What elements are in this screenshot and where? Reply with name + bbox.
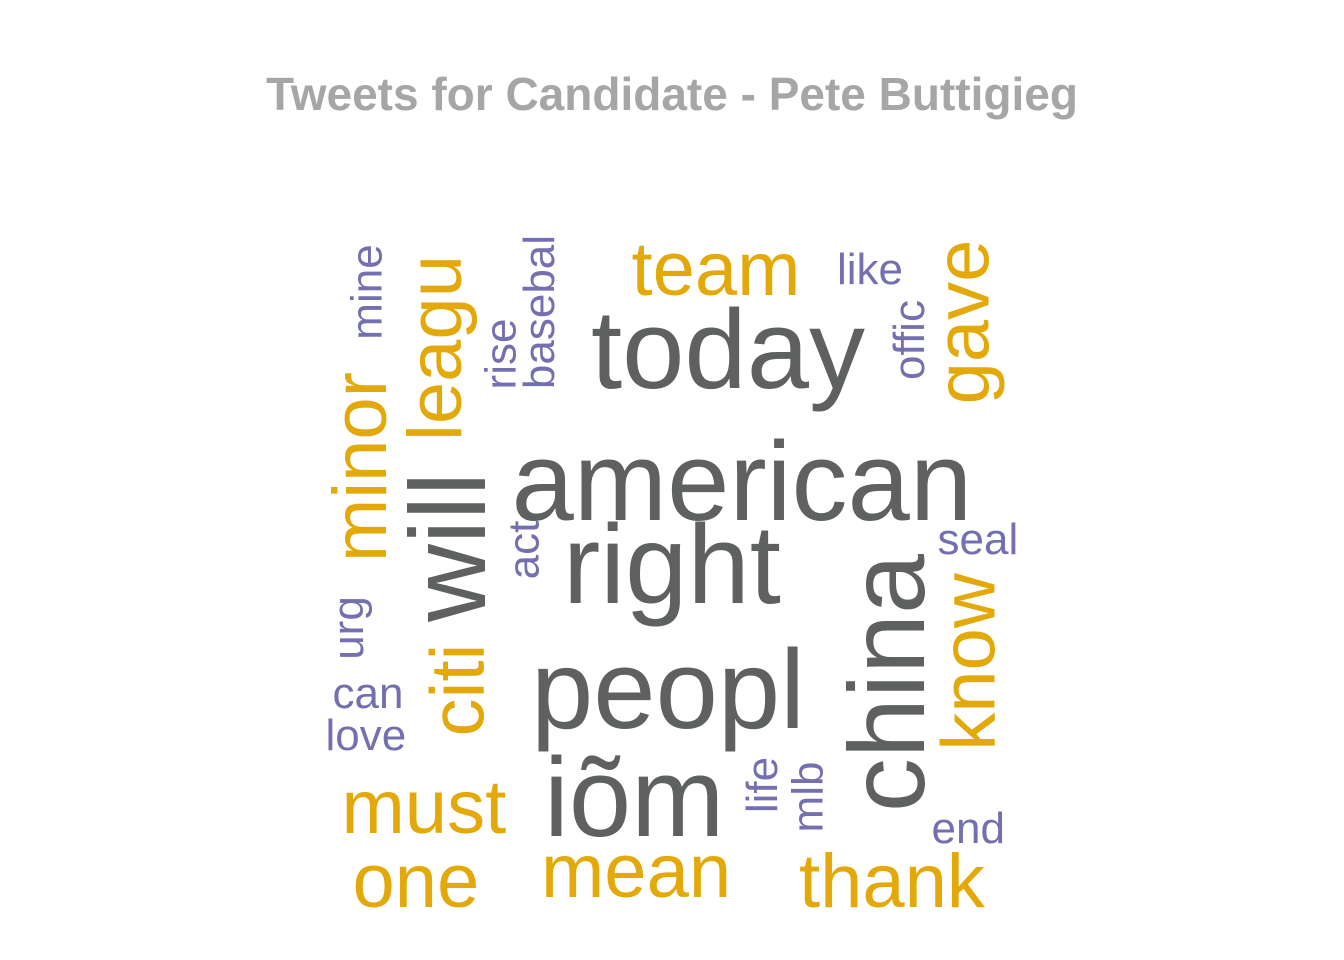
word-american: american (511, 419, 973, 544)
word-life: life (738, 756, 788, 814)
word-china: china (826, 553, 948, 813)
word-must: must (341, 765, 507, 850)
word-citi: citi (414, 643, 500, 737)
word-offic: offic (884, 300, 934, 380)
word-seal: seal (937, 515, 1019, 564)
word-thank: thank (799, 839, 985, 924)
word-minor: minor (318, 371, 404, 563)
word-leagu: leagu (392, 255, 478, 441)
word-end: end (931, 804, 1005, 853)
word-mean: mean (541, 829, 732, 914)
word-team: team (631, 227, 801, 312)
word-know: know (926, 573, 1012, 751)
word-mine: mine (342, 244, 392, 340)
word-act: act (498, 520, 548, 580)
word-love: love (325, 711, 407, 760)
word-gave: gave (919, 239, 1005, 405)
word-peopl: peopl (531, 627, 806, 752)
word-like: like (837, 245, 904, 294)
word-urg: urg (323, 596, 373, 660)
word-today: today (591, 287, 865, 412)
word-right: right (563, 502, 781, 627)
word-one: one (352, 839, 480, 924)
word-mlb: mlb (782, 761, 832, 833)
word-iom: iõm (544, 735, 725, 860)
word-can: can (332, 669, 404, 718)
chart-title: Tweets for Candidate - Pete Buttigieg (266, 68, 1078, 120)
word-baseball: basebal (515, 234, 565, 390)
word-will: will (386, 472, 508, 622)
